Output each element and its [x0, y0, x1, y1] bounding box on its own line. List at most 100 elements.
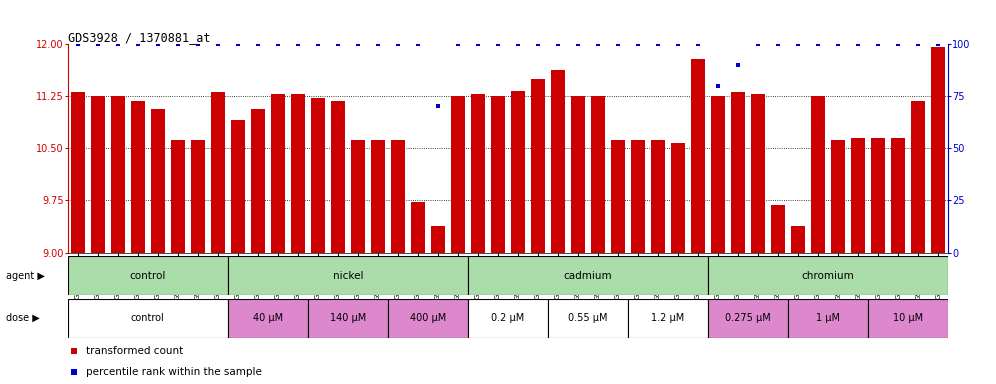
Point: [129, 41, 145, 47]
Bar: [731, 93, 745, 253]
Bar: [630, 140, 645, 253]
Bar: [371, 140, 385, 253]
Point: [890, 41, 906, 47]
Point: [871, 41, 886, 47]
Bar: [671, 142, 685, 253]
Text: 1.2 μM: 1.2 μM: [651, 313, 684, 323]
Point: [810, 41, 826, 47]
Point: [350, 41, 366, 47]
Bar: [210, 93, 225, 253]
Point: [490, 41, 506, 47]
Point: [590, 41, 606, 47]
Point: [470, 41, 486, 47]
Point: [290, 41, 306, 47]
Bar: [650, 140, 665, 253]
Point: [90, 41, 106, 47]
Bar: [451, 96, 465, 253]
Text: nickel: nickel: [333, 271, 364, 281]
Bar: [771, 205, 785, 253]
Text: control: control: [129, 271, 166, 281]
Text: chromium: chromium: [802, 271, 855, 281]
Text: GDS3928 / 1370881_at: GDS3928 / 1370881_at: [68, 31, 210, 44]
Bar: [891, 138, 905, 253]
Point: [270, 41, 286, 47]
Bar: [291, 94, 305, 253]
Point: [550, 41, 566, 47]
Bar: [791, 226, 806, 253]
Point: [410, 41, 426, 47]
Bar: [551, 70, 565, 253]
Text: agent ▶: agent ▶: [6, 271, 45, 281]
Bar: [68, 256, 228, 295]
Bar: [271, 94, 285, 253]
Text: 400 μM: 400 μM: [409, 313, 446, 323]
Point: [710, 83, 726, 89]
Point: [790, 41, 806, 47]
Point: [570, 41, 586, 47]
Bar: [869, 299, 948, 338]
Bar: [351, 140, 366, 253]
Bar: [811, 96, 826, 253]
Bar: [190, 140, 205, 253]
Bar: [708, 299, 788, 338]
Text: 140 μM: 140 μM: [330, 313, 366, 323]
Point: [430, 103, 446, 109]
Text: dose ▶: dose ▶: [6, 313, 40, 323]
Point: [230, 41, 246, 47]
Point: [450, 41, 466, 47]
Point: [169, 41, 185, 47]
Text: 0.2 μM: 0.2 μM: [491, 313, 525, 323]
Bar: [751, 94, 765, 253]
Bar: [91, 96, 105, 253]
Bar: [788, 299, 869, 338]
Bar: [468, 299, 548, 338]
Point: [670, 41, 686, 47]
Point: [110, 41, 125, 47]
Point: [831, 41, 847, 47]
Bar: [471, 94, 485, 253]
Bar: [390, 140, 405, 253]
Text: 10 μM: 10 μM: [893, 313, 923, 323]
Point: [650, 41, 666, 47]
Bar: [331, 101, 345, 253]
Text: cadmium: cadmium: [564, 271, 613, 281]
Bar: [708, 256, 948, 295]
Point: [910, 41, 926, 47]
Bar: [130, 101, 145, 253]
Point: [930, 41, 946, 47]
Bar: [511, 91, 525, 253]
Bar: [911, 101, 925, 253]
Point: [851, 41, 867, 47]
Point: [690, 41, 706, 47]
Text: transformed count: transformed count: [86, 346, 183, 356]
Bar: [611, 140, 625, 253]
Point: [750, 41, 766, 47]
Bar: [591, 96, 606, 253]
Bar: [308, 299, 387, 338]
Point: [730, 61, 746, 68]
Point: [70, 41, 86, 47]
Bar: [548, 299, 628, 338]
Bar: [150, 109, 165, 253]
Bar: [251, 109, 265, 253]
Bar: [711, 96, 725, 253]
Bar: [231, 120, 245, 253]
Bar: [871, 138, 885, 253]
Bar: [691, 59, 705, 253]
Text: 0.275 μM: 0.275 μM: [725, 313, 771, 323]
Bar: [831, 140, 846, 253]
Point: [210, 41, 226, 47]
Text: 40 μM: 40 μM: [253, 313, 283, 323]
Point: [530, 41, 546, 47]
Point: [610, 41, 625, 47]
Point: [149, 41, 165, 47]
Text: 0.55 μM: 0.55 μM: [569, 313, 608, 323]
Bar: [410, 202, 425, 253]
Bar: [571, 96, 586, 253]
Point: [630, 41, 646, 47]
Text: control: control: [130, 313, 164, 323]
Bar: [430, 226, 445, 253]
Bar: [387, 299, 468, 338]
Text: percentile rank within the sample: percentile rank within the sample: [86, 367, 262, 377]
Bar: [170, 140, 185, 253]
